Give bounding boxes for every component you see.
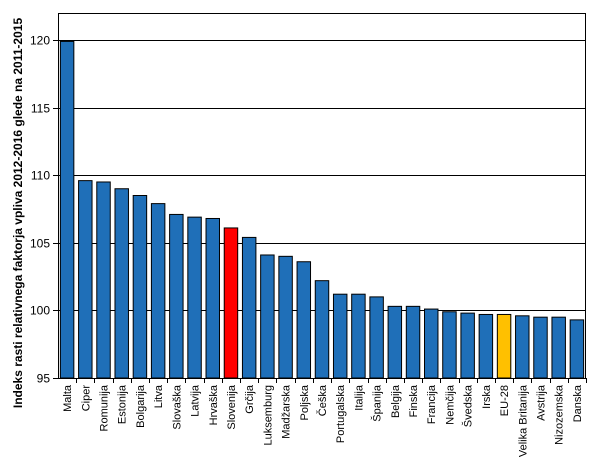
bar-litva — [150, 203, 166, 379]
y-tick-labels: 95 100 105 110 115 120 — [30, 34, 50, 386]
x-tick-label: Slovaška — [171, 384, 183, 430]
bar-portugalska — [332, 293, 348, 379]
x-tick-label: Latvija — [190, 384, 202, 417]
x-tick-label: Hrvaška — [208, 384, 220, 425]
x-tick-label: Malta — [62, 384, 74, 412]
x-tick-label: Belgija — [390, 384, 402, 418]
bar-švedska — [460, 312, 475, 379]
bar-španija — [369, 296, 384, 379]
y-tick-label: 115 — [31, 102, 50, 116]
y-tick-label: 95 — [37, 372, 51, 386]
x-tick-label: EU-28 — [499, 385, 511, 416]
bar-danska — [569, 319, 585, 379]
x-tick-label: Grčija — [244, 384, 256, 414]
y-tick-label: 120 — [30, 34, 50, 48]
bar-francija — [424, 308, 439, 379]
bar-luksemburg — [260, 254, 275, 379]
x-tick-labels: Malta Ciper Romunija Estonija Bolgarija Litva… — [62, 384, 584, 457]
bar-malta — [59, 40, 75, 379]
y-tick-label: 100 — [30, 304, 50, 318]
x-tick-label: Danska — [572, 384, 584, 422]
x-tick-label: Portugalska — [335, 384, 347, 443]
x-tick-label: Španija — [371, 384, 384, 422]
x-tick-label: Litva — [153, 384, 165, 408]
x-tick-label: Švedska — [462, 384, 475, 427]
x-tick-label: Madžarska — [281, 384, 293, 439]
bar-poljska — [296, 261, 312, 379]
x-tick-label: Francija — [426, 384, 438, 424]
x-tick-label: Velika Britanija — [517, 384, 529, 457]
bar-slovenija — [223, 227, 239, 379]
bar-eu-28 — [496, 313, 512, 379]
x-tick-label: Ciper — [80, 385, 92, 412]
x-tick-label: Estonija — [117, 384, 129, 424]
plot-frame — [58, 13, 586, 379]
x-tick-label: Poljska — [299, 384, 311, 420]
y-tick-label: 105 — [30, 237, 50, 251]
bar-estonija — [114, 188, 129, 379]
bar-grčija — [241, 236, 257, 379]
bar-finska — [405, 305, 421, 379]
bar-nemčija — [442, 311, 457, 379]
x-tick-label: Češka — [316, 384, 329, 416]
bar-italija — [351, 293, 366, 379]
y-axis-label: Indeks rasti relativnega faktorja vpliva… — [11, 18, 25, 409]
y-tick-label: 110 — [31, 169, 50, 183]
x-tick-label: Romunija — [99, 384, 111, 431]
bar-ciper — [78, 180, 93, 379]
bars — [59, 40, 585, 379]
x-tick-label: Irska — [481, 384, 493, 409]
x-tick-label: Italija — [353, 384, 365, 411]
bar-madžarska — [278, 255, 293, 379]
bar-velika-britanija — [515, 315, 530, 379]
bar-hrvaška — [205, 217, 220, 379]
bar-slovaška — [169, 213, 184, 379]
bar-bolgarija — [132, 195, 148, 379]
bar-irska — [478, 313, 494, 379]
x-tick-label: Finska — [408, 384, 420, 417]
bar-avstrija — [533, 316, 548, 379]
axes — [53, 13, 587, 383]
bar-latvija — [187, 216, 202, 379]
bar-romunija — [96, 181, 111, 379]
bar-češka — [314, 280, 330, 379]
x-tick-label: Nizozemska — [554, 384, 566, 445]
x-tick-label: Avstrija — [535, 384, 547, 421]
x-tick-label: Bolgarija — [135, 384, 147, 428]
bar-nizozemska — [551, 316, 566, 379]
x-tick-label: Luksemburg — [262, 385, 274, 446]
x-tick-label: Slovenija — [226, 384, 238, 430]
bar-belgija — [387, 305, 403, 379]
x-tick-label: Nemčija — [444, 384, 456, 425]
